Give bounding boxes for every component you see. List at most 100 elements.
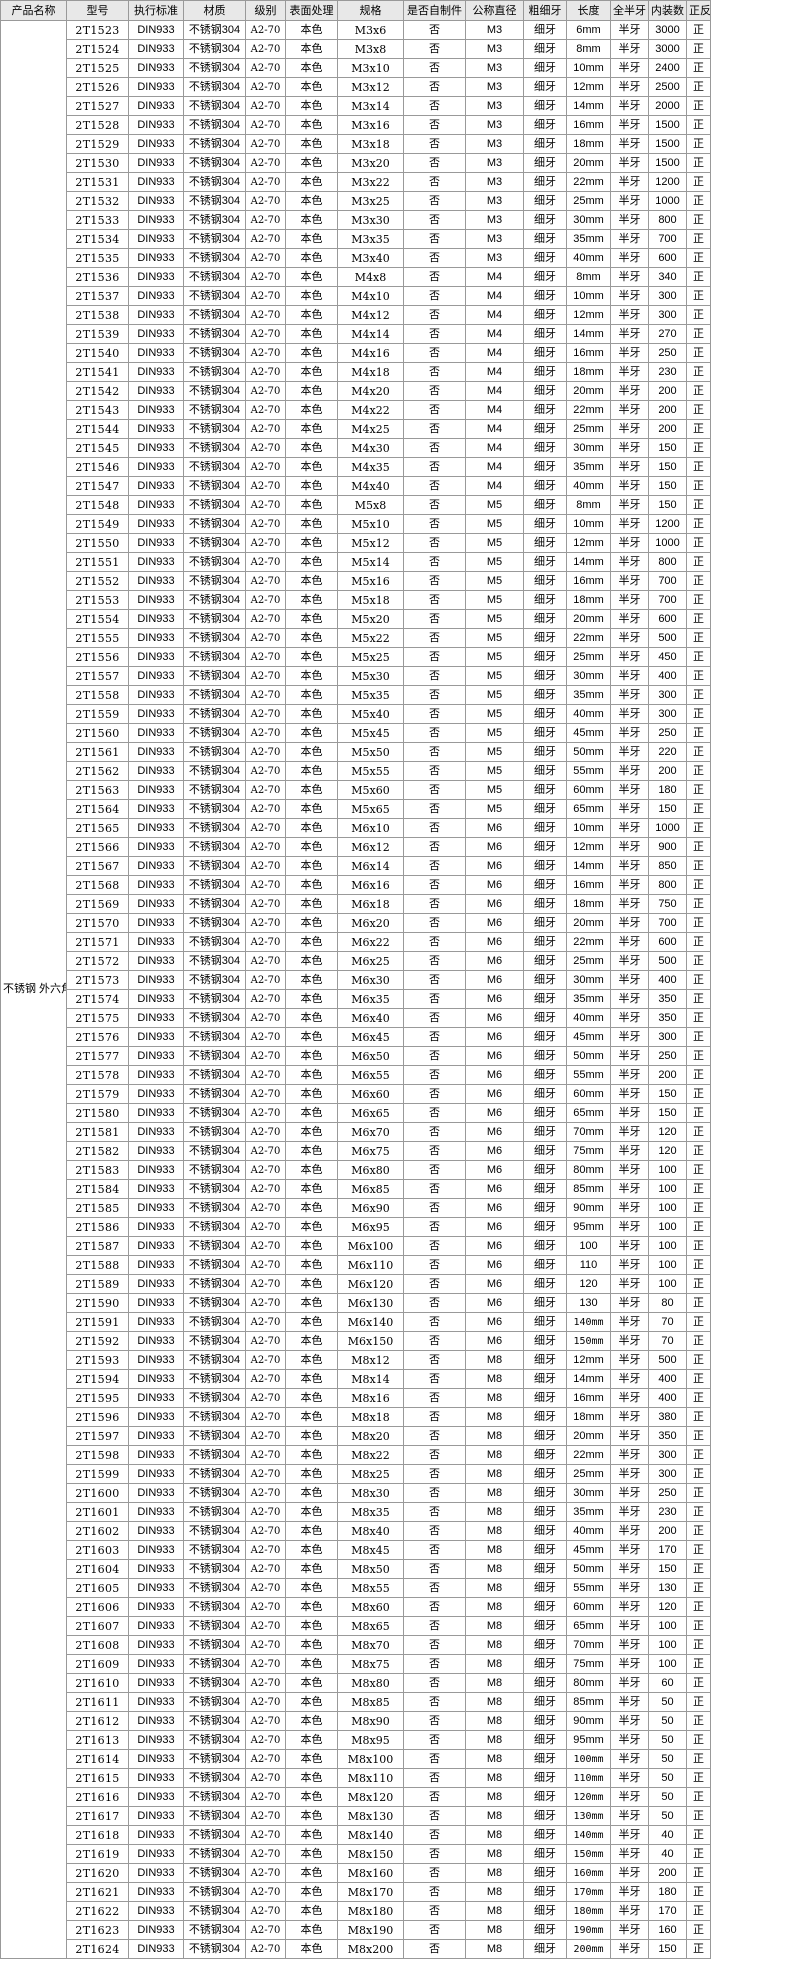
table-row: 2T1588 DIN933 不锈钢304 A2-70 本色 M6x110 否 M6 细牙 110 半… bbox=[1, 1255, 711, 1275]
cell-full: 半牙 bbox=[610, 286, 649, 306]
cell-grade: A2-70 bbox=[245, 799, 286, 819]
cell-dir: 正 bbox=[686, 818, 711, 838]
cell-qty: 1200 bbox=[648, 172, 687, 192]
cell-mat: 不锈钢304 bbox=[183, 533, 246, 553]
cell-grade: A2-70 bbox=[245, 761, 286, 781]
cell-len: 18mm bbox=[566, 1407, 611, 1427]
cell-self: 否 bbox=[403, 1198, 466, 1218]
cell-std: DIN933 bbox=[128, 761, 184, 781]
cell-self: 否 bbox=[403, 1369, 466, 1389]
column-header-surf: 表面处理 bbox=[285, 0, 338, 21]
cell-thread: 细牙 bbox=[523, 476, 567, 496]
cell-qty: 700 bbox=[648, 229, 687, 249]
cell-spec: M3x22 bbox=[337, 172, 404, 192]
cell-std: DIN933 bbox=[128, 153, 184, 173]
table-row: 2T1557 DIN933 不锈钢304 A2-70 本色 M5x30 否 M5 细牙 30mm 半… bbox=[1, 666, 711, 686]
cell-qty: 600 bbox=[648, 932, 687, 952]
cell-surf: 本色 bbox=[285, 989, 338, 1009]
cell-self: 否 bbox=[403, 362, 466, 382]
cell-len: 190mm bbox=[566, 1920, 611, 1940]
cell-surf: 本色 bbox=[285, 1483, 338, 1503]
cell-mat: 不锈钢304 bbox=[183, 951, 246, 971]
cell-self: 否 bbox=[403, 400, 466, 420]
table-row: 2T1561 DIN933 不锈钢304 A2-70 本色 M5x50 否 M5 细牙 50mm 半… bbox=[1, 742, 711, 762]
cell-dia: M8 bbox=[465, 1730, 524, 1750]
cell-std: DIN933 bbox=[128, 1255, 184, 1275]
cell-qty: 700 bbox=[648, 913, 687, 933]
table-row: 2T1591 DIN933 不锈钢304 A2-70 本色 M6x140 否 M6 细牙 140m… bbox=[1, 1312, 711, 1332]
cell-model: 2T1543 bbox=[66, 400, 129, 420]
table-row: 2T1533 DIN933 不锈钢304 A2-70 本色 M3x30 否 M3 细牙 30mm 半… bbox=[1, 210, 711, 230]
cell-full: 半牙 bbox=[610, 666, 649, 686]
cell-dia: M8 bbox=[465, 1350, 524, 1370]
table-row: 2T1547 DIN933 不锈钢304 A2-70 本色 M4x40 否 M4 细牙 40mm 半… bbox=[1, 476, 711, 496]
cell-mat: 不锈钢304 bbox=[183, 400, 246, 420]
cell-full: 半牙 bbox=[610, 324, 649, 344]
cell-std: DIN933 bbox=[128, 210, 184, 230]
cell-surf: 本色 bbox=[285, 1768, 338, 1788]
cell-mat: 不锈钢304 bbox=[183, 1920, 246, 1940]
cell-dir: 正 bbox=[686, 267, 711, 287]
cell-spec: M8x12 bbox=[337, 1350, 404, 1370]
cell-dia: M6 bbox=[465, 856, 524, 876]
cell-std: DIN933 bbox=[128, 913, 184, 933]
cell-surf: 本色 bbox=[285, 58, 338, 78]
cell-self: 否 bbox=[403, 153, 466, 173]
table-row: 2T1593 DIN933 不锈钢304 A2-70 本色 M8x12 否 M8 细牙 12mm 半… bbox=[1, 1350, 711, 1370]
cell-qty: 100 bbox=[648, 1236, 687, 1256]
cell-spec: M5x25 bbox=[337, 647, 404, 667]
cell-grade: A2-70 bbox=[245, 248, 286, 268]
cell-dir: 正 bbox=[686, 1901, 711, 1921]
cell-std: DIN933 bbox=[128, 1217, 184, 1237]
cell-spec: M6x16 bbox=[337, 875, 404, 895]
cell-model: 2T1578 bbox=[66, 1065, 129, 1085]
cell-std: DIN933 bbox=[128, 1426, 184, 1446]
cell-std: DIN933 bbox=[128, 1654, 184, 1674]
cell-len: 25mm bbox=[566, 1464, 611, 1484]
cell-surf: 本色 bbox=[285, 210, 338, 230]
cell-grade: A2-70 bbox=[245, 932, 286, 952]
cell-std: DIN933 bbox=[128, 191, 184, 211]
cell-surf: 本色 bbox=[285, 1654, 338, 1674]
cell-full: 半牙 bbox=[610, 780, 649, 800]
cell-len: 40mm bbox=[566, 248, 611, 268]
cell-len: 16mm bbox=[566, 343, 611, 363]
column-header-len: 长度 bbox=[566, 0, 611, 21]
cell-qty: 1200 bbox=[648, 514, 687, 534]
cell-len: 35mm bbox=[566, 685, 611, 705]
cell-len: 180mm bbox=[566, 1901, 611, 1921]
cell-spec: M3x8 bbox=[337, 39, 404, 59]
cell-len: 70mm bbox=[566, 1635, 611, 1655]
cell-full: 半牙 bbox=[610, 685, 649, 705]
cell-dia: M5 bbox=[465, 723, 524, 743]
table-row: 2T1549 DIN933 不锈钢304 A2-70 本色 M5x10 否 M5 细牙 10mm 半… bbox=[1, 514, 711, 534]
cell-spec: M6x25 bbox=[337, 951, 404, 971]
cell-std: DIN933 bbox=[128, 1901, 184, 1921]
cell-self: 否 bbox=[403, 115, 466, 135]
cell-len: 65mm bbox=[566, 1616, 611, 1636]
table-row: 2T1542 DIN933 不锈钢304 A2-70 本色 M4x20 否 M4 细牙 20mm 半… bbox=[1, 381, 711, 401]
cell-len: 14mm bbox=[566, 856, 611, 876]
cell-spec: M6x35 bbox=[337, 989, 404, 1009]
cell-surf: 本色 bbox=[285, 951, 338, 971]
cell-spec: M3x14 bbox=[337, 96, 404, 116]
cell-surf: 本色 bbox=[285, 1844, 338, 1864]
cell-mat: 不锈钢304 bbox=[183, 1540, 246, 1560]
cell-qty: 1000 bbox=[648, 191, 687, 211]
cell-spec: M4x16 bbox=[337, 343, 404, 363]
cell-dir: 正 bbox=[686, 1502, 711, 1522]
cell-full: 半牙 bbox=[610, 476, 649, 496]
cell-std: DIN933 bbox=[128, 77, 184, 97]
cell-grade: A2-70 bbox=[245, 210, 286, 230]
cell-dir: 正 bbox=[686, 305, 711, 325]
cell-model: 2T1569 bbox=[66, 894, 129, 914]
cell-self: 否 bbox=[403, 1141, 466, 1161]
cell-dia: M5 bbox=[465, 647, 524, 667]
cell-model: 2T1604 bbox=[66, 1559, 129, 1579]
cell-qty: 150 bbox=[648, 1559, 687, 1579]
cell-std: DIN933 bbox=[128, 1179, 184, 1199]
cell-full: 半牙 bbox=[610, 647, 649, 667]
cell-full: 半牙 bbox=[610, 39, 649, 59]
cell-thread: 细牙 bbox=[523, 1369, 567, 1389]
cell-full: 半牙 bbox=[610, 1198, 649, 1218]
